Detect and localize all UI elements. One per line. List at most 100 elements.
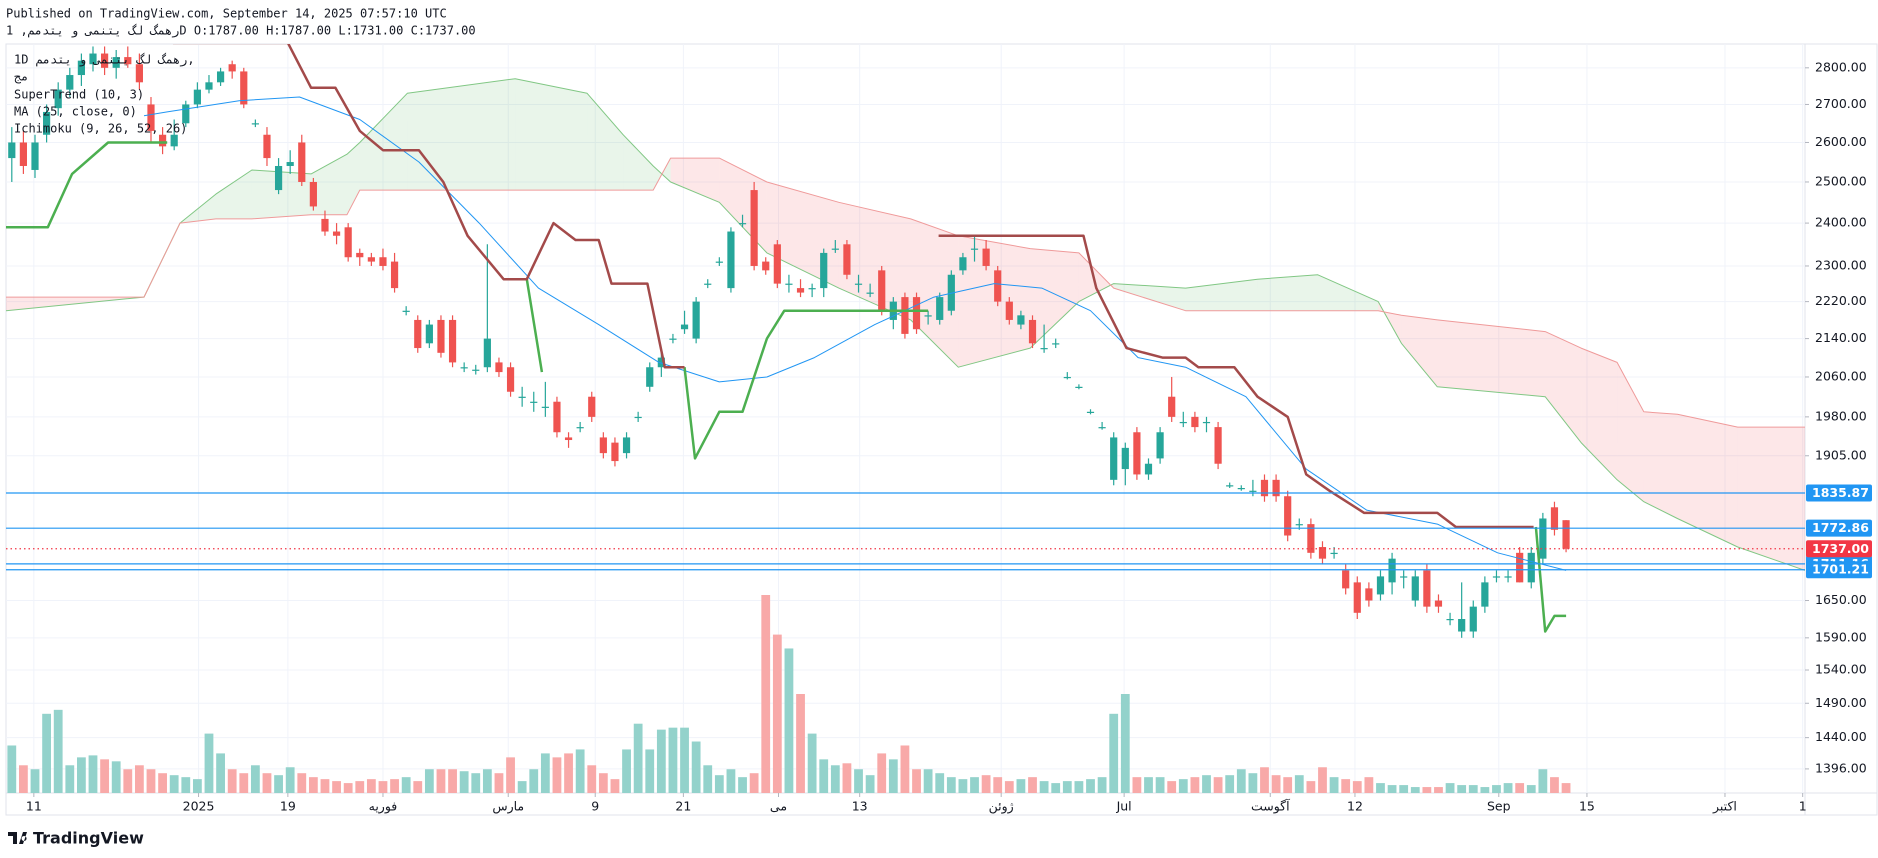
volume-bar (598, 773, 608, 793)
candle-body (66, 75, 74, 90)
volume-bar (645, 749, 655, 793)
volume-bar (1167, 781, 1177, 793)
cloud-span-a (6, 78, 1805, 571)
candle-body (970, 248, 979, 250)
volume-bar (308, 777, 318, 793)
candle-body (669, 338, 677, 340)
cloud-fill (1737, 427, 1805, 571)
candle-body (831, 248, 839, 250)
candle-body (1295, 524, 1303, 526)
candle-body (1110, 437, 1118, 480)
candle-body (356, 252, 364, 258)
volume-bar (123, 769, 133, 793)
candle-body (286, 162, 294, 166)
candle-body (820, 252, 828, 289)
candle-body (54, 89, 62, 109)
cloud-fill (1257, 274, 1318, 311)
volume-bar (100, 759, 109, 793)
volume-bar (1236, 769, 1246, 793)
candle-body (1400, 576, 1408, 578)
candle-body (576, 427, 584, 429)
price-label: 1701.21 (1812, 562, 1869, 577)
candle-body (193, 89, 201, 105)
cloud-fill (1078, 252, 1114, 302)
candle-body (170, 134, 178, 147)
volume-bar (1329, 777, 1339, 793)
candle-body (251, 123, 259, 125)
volume-bar (227, 769, 237, 793)
volume-bar (691, 741, 701, 793)
cloud-fill (838, 202, 911, 320)
candle-body (216, 71, 225, 83)
volume-bar (1318, 767, 1327, 793)
legend-entry: مج (14, 70, 28, 84)
logo: TradingView (8, 829, 144, 848)
candle-body (1063, 376, 1071, 379)
volume-bar (30, 769, 40, 793)
cloud-fill (1677, 414, 1738, 548)
volume-bar (413, 781, 423, 793)
candle-body (1411, 576, 1419, 601)
volume-bar (111, 761, 121, 793)
volume-bar (1155, 777, 1165, 793)
volume-bar (738, 777, 747, 793)
candle-body (1260, 479, 1269, 497)
x-tick-label: مارس (492, 799, 524, 815)
candle-body (1156, 432, 1164, 459)
volume-bar (726, 769, 736, 793)
cloud-fill (1401, 315, 1438, 387)
cloud-fill (1317, 274, 1379, 311)
candle-body (866, 292, 874, 294)
candle-body (240, 71, 248, 105)
volume-bar (1399, 785, 1409, 793)
y-tick-label: 2500.00 (1815, 173, 1867, 188)
candle-body (704, 283, 712, 285)
volume-bar (1028, 777, 1037, 793)
volume-bar (784, 648, 794, 793)
candle-body (1481, 582, 1489, 607)
price-label: 1772.86 (1812, 520, 1869, 535)
candle-body (495, 362, 503, 373)
volume-bar (42, 713, 51, 793)
volume-bar (1376, 783, 1385, 793)
volume-bar (459, 771, 469, 793)
volume-bar (297, 773, 307, 793)
volume-bar (19, 765, 28, 793)
volume-bar (1248, 773, 1258, 793)
candle-body (715, 261, 723, 263)
header-line: رهمگ لگ یتنمی و یتدمم, 1D O:1787.00 H:17… (6, 24, 476, 39)
cloud-fill (1581, 348, 1618, 480)
candle-body (1179, 421, 1187, 424)
volume-bar (181, 777, 191, 793)
volume-bar (935, 773, 945, 793)
candle-body (1550, 507, 1559, 530)
candle-body (8, 142, 16, 159)
volume-bar (274, 775, 283, 793)
cloud-fill (251, 169, 312, 219)
y-tick-label: 2600.00 (1815, 134, 1867, 149)
candle-body (1052, 343, 1060, 345)
cloud-fill (1545, 331, 1582, 443)
volume-bar (1004, 781, 1014, 793)
y-tick-label: 1440.00 (1815, 729, 1867, 744)
candle-body (77, 60, 85, 76)
volume-bar (1364, 777, 1374, 793)
candle-body (158, 134, 167, 147)
candle-body (147, 104, 155, 131)
volume-bar (204, 733, 214, 793)
cloud-fill (1643, 411, 1678, 519)
cloud-fill (1185, 279, 1258, 311)
volume-bar (1480, 787, 1490, 793)
y-tick-label: 2400.00 (1815, 215, 1867, 230)
cloud-fill (359, 93, 408, 191)
indicator-line (173, 44, 1534, 529)
y-tick-label: 2300.00 (1815, 257, 1867, 272)
volume-bar (854, 769, 863, 793)
volume-bar (564, 753, 573, 793)
volume-bar (482, 769, 492, 793)
candle-body (588, 396, 596, 417)
volume-bar (865, 775, 875, 793)
volume-bar (216, 753, 225, 793)
cloud-fill (1617, 362, 1644, 502)
candle-body (1330, 552, 1338, 555)
